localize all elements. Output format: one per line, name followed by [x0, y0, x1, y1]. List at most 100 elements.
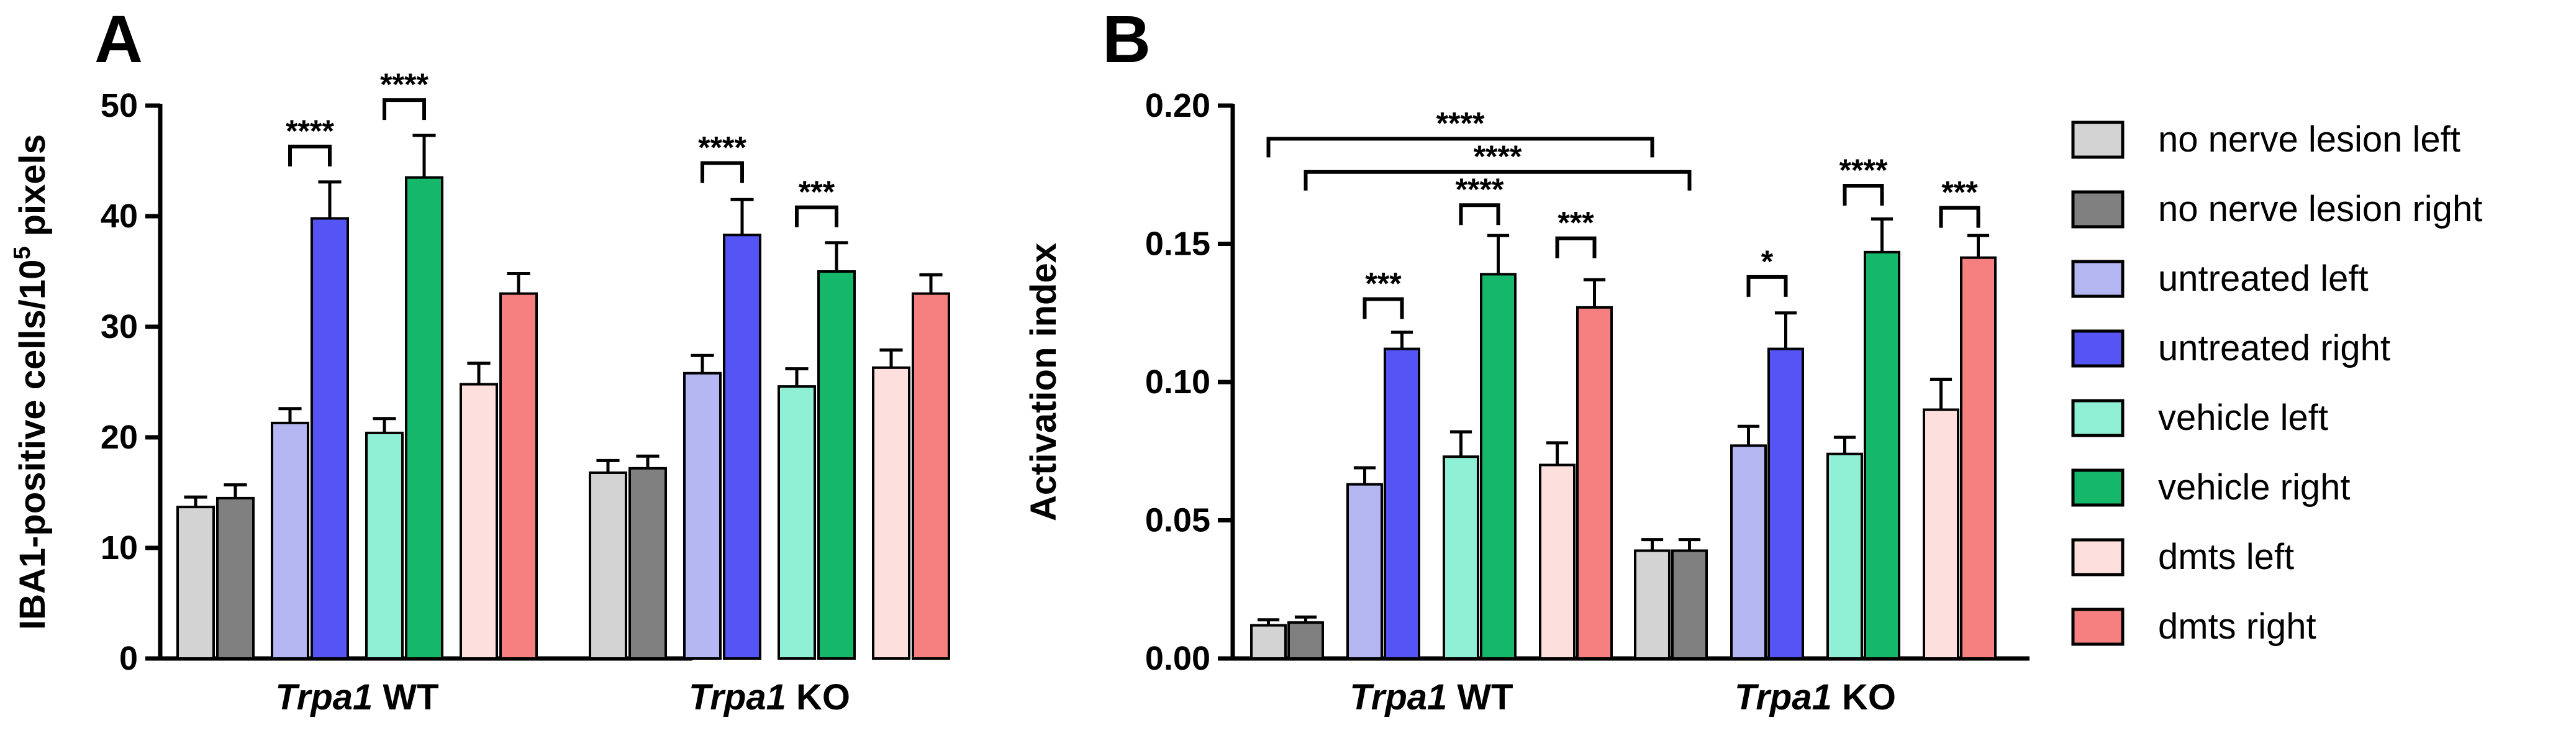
- legend-label: no nerve lesion left: [2158, 119, 2460, 160]
- error-bar: [1737, 424, 1760, 446]
- significance-bracket-long: [1304, 170, 1692, 191]
- error-bar: [467, 362, 491, 385]
- bar: [1634, 549, 1671, 660]
- legend-label: vehicle left: [2158, 398, 2328, 438]
- error-bar: [691, 353, 714, 373]
- significance-bracket: [1843, 184, 1884, 206]
- significance-label: *: [1761, 244, 1774, 279]
- bar: [1576, 306, 1613, 660]
- y-tick-label: 20: [101, 419, 138, 456]
- error-bar: [1871, 217, 1893, 252]
- group-label: Trpa1 WT: [275, 677, 438, 718]
- significance-bracket: [1363, 297, 1404, 319]
- y-axis-title: IBA1-positive cells/105 pixels: [9, 134, 53, 630]
- legend-label: no nerve lesion right: [2158, 189, 2482, 229]
- bar: [683, 371, 722, 660]
- error-bar: [1967, 234, 1990, 258]
- significance-bracket: [795, 205, 838, 227]
- panel-b-chart: 0.00 0.05 0.10 0.15 0.20 Activation index Trpa…: [1023, 87, 2030, 718]
- bar: [176, 506, 215, 660]
- significance-label: ****: [698, 130, 746, 165]
- error-bar: [1774, 311, 1797, 349]
- significance-bracket-long: [1266, 137, 1654, 158]
- group-label: Trpa1 WT: [1349, 677, 1513, 718]
- error-bar: [785, 367, 809, 387]
- error-bar: [1449, 430, 1472, 457]
- error-bar: [596, 458, 620, 473]
- error-bar: [730, 198, 754, 235]
- bar: [365, 431, 404, 660]
- error-bar: [1833, 435, 1856, 454]
- significance-label: ****: [1456, 172, 1504, 207]
- significance-bracket: [701, 161, 744, 183]
- error-bar: [1487, 234, 1510, 275]
- panel-a-chart: 0 10 20 30 40 50 IBA1-positive cells/105 pixel…: [9, 67, 950, 718]
- error-bar: [1353, 466, 1376, 485]
- significance-label: ****: [380, 67, 429, 102]
- error-bar: [507, 272, 530, 294]
- y-tick-label: 0.20: [1145, 87, 1210, 124]
- error-bar: [1546, 441, 1569, 465]
- y-axis-title: Activation index: [1023, 243, 1064, 521]
- significance-label: ***: [799, 175, 835, 209]
- bar: [1671, 549, 1708, 660]
- bar: [216, 496, 255, 660]
- bar: [460, 383, 498, 660]
- significance-label: ***: [1941, 175, 1978, 210]
- significance-bracket: [288, 144, 332, 166]
- significance-label: ***: [1558, 206, 1594, 240]
- bar: [1250, 624, 1287, 660]
- error-bar: [224, 483, 247, 498]
- error-bar: [1641, 538, 1664, 551]
- group-label: Trpa1 KO: [689, 677, 850, 718]
- bar: [1539, 463, 1576, 660]
- error-bar: [879, 348, 903, 368]
- bar: [778, 385, 816, 660]
- y-tick-label: 10: [101, 529, 138, 567]
- y-tick-label: 0.00: [1145, 640, 1210, 677]
- legend-swatch: [2071, 190, 2125, 229]
- bar: [1923, 408, 1959, 660]
- bar: [589, 471, 627, 660]
- significance-label: ***: [1365, 266, 1402, 301]
- legend-swatch: [2071, 538, 2125, 576]
- panel-a-label: A: [94, 1, 143, 76]
- legend-label: dmts right: [2158, 606, 2316, 647]
- bar: [1384, 347, 1420, 660]
- y-tick-label: 0.05: [1145, 502, 1210, 539]
- error-bar: [636, 454, 660, 468]
- error-bar: [184, 495, 207, 508]
- legend-label: untreated right: [2158, 328, 2390, 368]
- bar: [1960, 256, 1997, 660]
- legend: no nerve lesion left no nerve lesion righ…: [2071, 119, 2482, 647]
- y-tick-label: 0: [119, 640, 138, 677]
- significance-label: ****: [1436, 106, 1485, 140]
- bar: [1864, 250, 1900, 660]
- significance-bracket: [383, 98, 426, 121]
- y-tick-label: 0.15: [1145, 226, 1210, 263]
- error-bar: [278, 407, 302, 423]
- bar: [912, 292, 950, 660]
- error-bar: [318, 180, 342, 219]
- bar: [311, 217, 349, 660]
- error-bar: [1390, 330, 1413, 349]
- bar: [1730, 444, 1767, 660]
- significance-bracket: [1459, 203, 1500, 226]
- bar: [1287, 621, 1324, 660]
- legend-swatch: [2071, 260, 2125, 298]
- panel-b-label: B: [1102, 1, 1151, 76]
- bar: [817, 270, 856, 660]
- y-tick-label: 40: [101, 198, 138, 235]
- bar: [499, 292, 538, 660]
- significance-bracket: [1746, 275, 1788, 297]
- y-tick-label: 0.10: [1145, 363, 1210, 401]
- legend-label: vehicle right: [2158, 467, 2350, 508]
- significance-bracket: [1555, 236, 1597, 258]
- error-bar: [1583, 278, 1606, 308]
- legend-swatch: [2071, 608, 2125, 646]
- significance-label: ****: [286, 114, 334, 148]
- error-bar: [825, 241, 848, 271]
- legend-label: dmts left: [2158, 537, 2294, 577]
- bar: [1443, 455, 1479, 660]
